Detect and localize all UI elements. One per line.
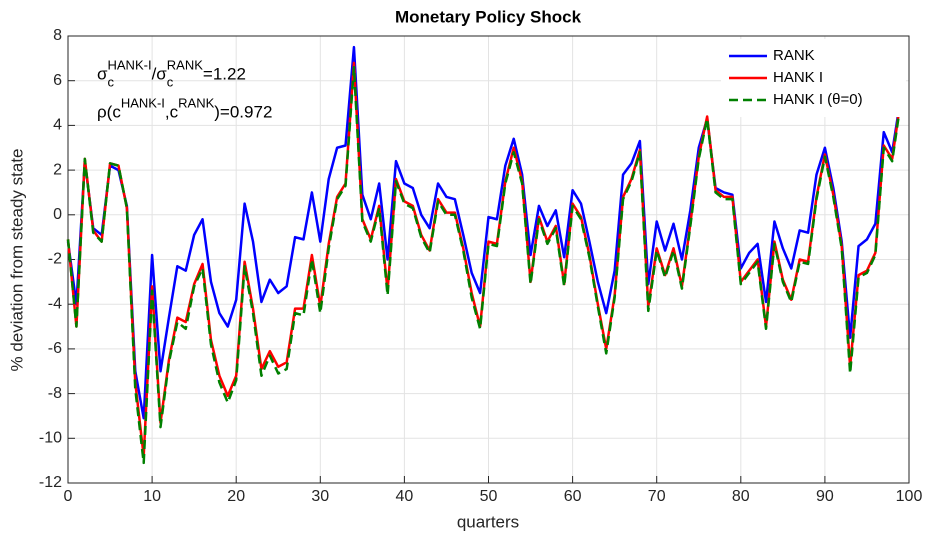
y-tick-label: 6	[53, 72, 62, 89]
legend-label: HANK I	[773, 69, 823, 86]
annotation: σ	[97, 64, 108, 83]
x-tick-label: 70	[648, 488, 666, 505]
annotation: HANK-I	[108, 57, 152, 72]
annotation: ,c	[165, 102, 179, 121]
annotation: /σ	[152, 64, 168, 83]
y-tick-label: 8	[53, 27, 62, 44]
x-tick-label: 50	[480, 488, 498, 505]
y-tick-label: 2	[53, 161, 62, 178]
annotation: )=0.972	[214, 102, 272, 121]
y-tick-label: 0	[53, 206, 62, 223]
annotation: RANK	[167, 57, 203, 72]
annotation: ρ(c	[97, 102, 121, 121]
axes-box	[67, 35, 910, 484]
x-tick-label: 90	[816, 488, 834, 505]
annotation: HANK-I	[121, 95, 165, 110]
y-tick-label: -4	[48, 295, 62, 312]
x-tick-label: 20	[227, 488, 245, 505]
y-tick-label: 4	[53, 117, 62, 134]
y-axis-label: % deviation from steady state	[7, 148, 26, 371]
x-tick-label: 80	[732, 488, 750, 505]
y-tick-label: -10	[39, 430, 62, 447]
y-tick-label: -8	[48, 385, 62, 402]
series-line	[66, 45, 902, 420]
x-tick-label: 0	[64, 488, 73, 505]
annotation: c	[167, 74, 174, 89]
annotation: c	[108, 74, 115, 89]
x-tick-label: 100	[896, 488, 923, 505]
chart-title: Monetary Policy Shock	[395, 7, 582, 26]
annotation: RANK	[178, 95, 214, 110]
annotation: =1.22	[203, 64, 246, 83]
x-tick-label: 30	[311, 488, 329, 505]
legend-label: RANK	[773, 47, 815, 64]
y-tick-label: -12	[39, 474, 62, 491]
x-tick-label: 40	[396, 488, 414, 505]
y-tick-label: -2	[48, 251, 62, 268]
x-axis-label: quarters	[457, 512, 519, 531]
x-tick-label: 10	[143, 488, 161, 505]
y-tick-label: -6	[48, 340, 62, 357]
legend-label: HANK I (θ=0)	[773, 91, 863, 108]
x-tick-label: 60	[564, 488, 582, 505]
